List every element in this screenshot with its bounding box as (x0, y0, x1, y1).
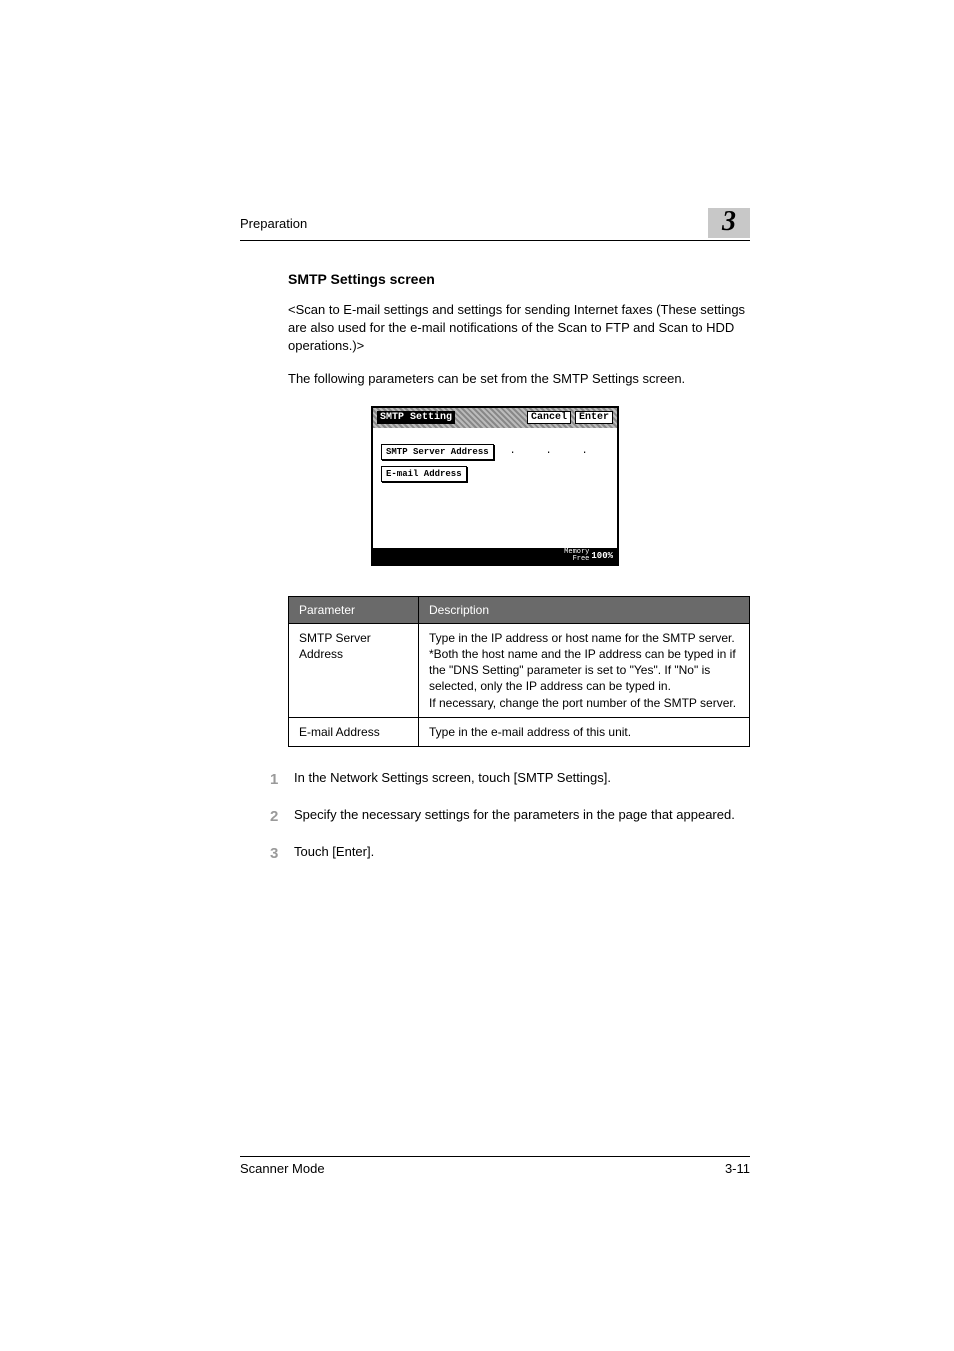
table-cell-desc: Type in the IP address or host name for … (419, 623, 750, 717)
step-text: Specify the necessary settings for the p… (294, 806, 750, 827)
lcd-panel: SMTP Setting Cancel Enter SMTP Server Ad… (371, 406, 619, 566)
header-section-name: Preparation (240, 216, 307, 231)
lcd-field-smtp-server-address[interactable]: SMTP Server Address (381, 444, 494, 460)
step-number: 1 (270, 769, 294, 790)
table-cell-param: E-mail Address (289, 717, 419, 746)
table-header-parameter: Parameter (289, 596, 419, 623)
step-text: In the Network Settings screen, touch [S… (294, 769, 750, 790)
step-number: 3 (270, 843, 294, 864)
intro-paragraph: <Scan to E-mail settings and settings fo… (288, 301, 750, 356)
footer-right: 3-11 (725, 1161, 750, 1176)
parameter-table: Parameter Description SMTP Server Addres… (288, 596, 750, 747)
step-item: 3 Touch [Enter]. (270, 843, 750, 864)
lcd-title: SMTP Setting (377, 411, 455, 424)
page-header: Preparation 3 (240, 208, 750, 241)
lcd-cancel-button[interactable]: Cancel (527, 411, 571, 424)
table-header-row: Parameter Description (289, 596, 750, 623)
lcd-screenshot-figure: SMTP Setting Cancel Enter SMTP Server Ad… (240, 406, 750, 566)
lcd-enter-button[interactable]: Enter (575, 411, 613, 424)
lcd-memory-value: 100% (591, 551, 613, 561)
table-cell-param: SMTP Server Address (289, 623, 419, 717)
lead-paragraph: The following parameters can be set from… (288, 370, 750, 388)
lcd-field-email-address[interactable]: E-mail Address (381, 466, 467, 482)
table-row: SMTP Server Address Type in the IP addre… (289, 623, 750, 717)
step-number: 2 (270, 806, 294, 827)
page-footer: Scanner Mode 3-11 (240, 1156, 750, 1176)
table-row: E-mail Address Type in the e-mail addres… (289, 717, 750, 746)
step-item: 1 In the Network Settings screen, touch … (270, 769, 750, 790)
lcd-footer: MemoryFree 100% (373, 548, 617, 564)
lcd-body: SMTP Server Address . . . E-mail Address (373, 428, 617, 548)
table-cell-desc: Type in the e-mail address of this unit. (419, 717, 750, 746)
lcd-ip-dots: . . . (500, 446, 600, 457)
step-item: 2 Specify the necessary settings for the… (270, 806, 750, 827)
lcd-memory-label: MemoryFree (564, 549, 589, 562)
section-title: SMTP Settings screen (288, 271, 750, 287)
lcd-row-smtp-server: SMTP Server Address . . . (381, 444, 609, 460)
chapter-number-badge: 3 (708, 208, 750, 238)
table-header-description: Description (419, 596, 750, 623)
lcd-titlebar: SMTP Setting Cancel Enter (373, 408, 617, 428)
step-text: Touch [Enter]. (294, 843, 750, 864)
footer-left: Scanner Mode (240, 1161, 325, 1176)
lcd-row-email: E-mail Address (381, 466, 609, 482)
